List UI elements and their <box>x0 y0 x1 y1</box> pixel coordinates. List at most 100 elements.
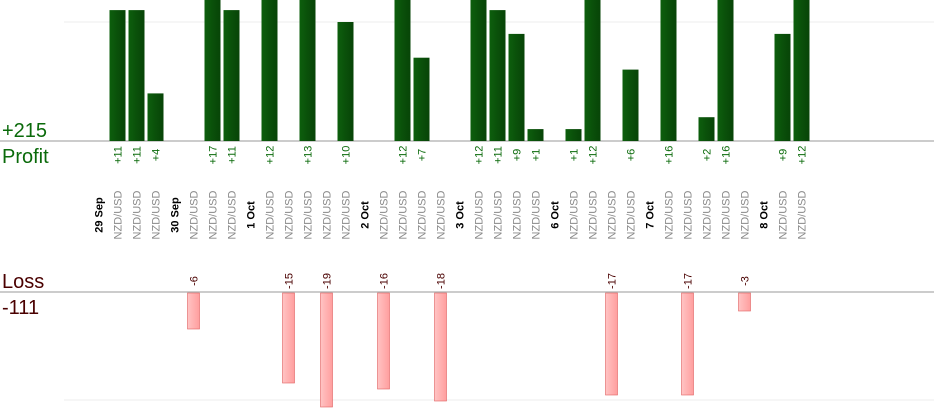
profit-value-label: +11 <box>113 146 125 164</box>
pair-label: NZD/USD <box>683 191 695 240</box>
profit-value-label: +11 <box>227 146 239 164</box>
pair-label: NZD/USD <box>379 191 391 240</box>
profit-bar <box>204 0 221 142</box>
profit-value-label: +12 <box>797 146 809 165</box>
profit-bar <box>622 69 639 141</box>
date-label: 1 Oct <box>246 201 258 229</box>
pair-label: NZD/USD <box>664 191 676 240</box>
pair-label: NZD/USD <box>607 191 619 240</box>
date-label: 6 Oct <box>550 201 562 229</box>
profit-bar <box>394 0 411 142</box>
profit-value-label: +1 <box>531 149 543 162</box>
pair-label: NZD/USD <box>322 191 334 240</box>
profit-bar <box>565 129 582 141</box>
loss-bar <box>187 292 200 330</box>
loss-bar <box>320 292 333 408</box>
profit-bar <box>527 129 544 141</box>
profit-value-label: +10 <box>341 146 353 165</box>
profit-value-label: +12 <box>265 146 277 165</box>
category-labels: 29 Sep NZD/USD NZD/USD NZD/USD 30 Sep NZD/USD… <box>94 191 809 240</box>
profit-value-label: +2 <box>702 149 714 162</box>
profit-bar <box>337 22 354 141</box>
pair-label: NZD/USD <box>227 191 239 240</box>
pair-label: NZD/USD <box>721 191 733 240</box>
profit-value-label: +13 <box>303 146 315 165</box>
pair-label: NZD/USD <box>797 191 809 240</box>
profit-value-label: +16 <box>664 146 676 165</box>
pair-label: NZD/USD <box>265 191 277 240</box>
profit-value-label: +9 <box>512 149 524 162</box>
pair-label: NZD/USD <box>113 191 125 240</box>
profit-value-label: +4 <box>151 149 163 162</box>
profit-value-label: +16 <box>721 146 733 165</box>
profit-value-label: +11 <box>493 146 505 164</box>
profit-bar <box>698 117 715 141</box>
profit-bar <box>508 33 525 141</box>
date-label: 29 Sep <box>94 197 106 233</box>
loss-total: -111 <box>2 297 39 319</box>
profit-bar <box>413 57 430 142</box>
profit-value-label: +11 <box>132 146 144 164</box>
profit-value-label: +9 <box>778 149 790 162</box>
profit-value-label: +1 <box>569 149 581 162</box>
loss-bar <box>605 292 618 396</box>
profit-value-label: +6 <box>626 149 638 162</box>
date-label: 3 Oct <box>455 201 467 229</box>
pair-label: NZD/USD <box>512 191 524 240</box>
profit-total: +215 <box>2 120 47 142</box>
pair-label: NZD/USD <box>303 191 315 240</box>
profit-bars: +11 +11 +4 +17 +11 +12 +13 +10 +12 +7 +12 +11 +9 +1 +1… <box>109 0 810 165</box>
loss-value-label: -17 <box>607 273 619 289</box>
loss-bar <box>377 292 390 390</box>
loss-value-label: -19 <box>322 273 334 289</box>
pair-label: NZD/USD <box>588 191 600 240</box>
pair-label: NZD/USD <box>284 191 296 240</box>
pair-label: NZD/USD <box>474 191 486 240</box>
date-label: 8 Oct <box>759 201 771 229</box>
pair-label: NZD/USD <box>132 191 144 240</box>
pair-label: NZD/USD <box>569 191 581 240</box>
profit-bar <box>584 0 601 142</box>
profit-bar <box>489 10 506 141</box>
profit-bar <box>774 33 791 141</box>
pair-label: NZD/USD <box>626 191 638 240</box>
profit-bar <box>470 0 487 142</box>
loss-value-label: -17 <box>683 273 695 289</box>
loss-value-label: -18 <box>436 273 448 289</box>
profit-bar <box>223 10 240 141</box>
loss-value-label: -16 <box>379 273 391 289</box>
profit-bar <box>147 93 164 141</box>
loss-bar <box>434 292 447 402</box>
pair-label: NZD/USD <box>436 191 448 240</box>
loss-bar <box>282 292 295 384</box>
pair-label: NZD/USD <box>189 191 201 240</box>
pair-label: NZD/USD <box>208 191 220 240</box>
profit-bar <box>717 0 734 141</box>
loss-bar <box>681 292 694 396</box>
profit-title: Profit <box>2 146 49 168</box>
profit-value-label: +17 <box>208 146 220 165</box>
profit-bar <box>299 0 316 141</box>
pair-label: NZD/USD <box>740 191 752 240</box>
date-label: 30 Sep <box>170 197 182 233</box>
pair-label: NZD/USD <box>151 191 163 240</box>
loss-value-label: -15 <box>284 273 296 289</box>
pair-label: NZD/USD <box>531 191 543 240</box>
profit-bar <box>793 0 810 142</box>
pair-label: NZD/USD <box>398 191 410 240</box>
date-label: 7 Oct <box>645 201 657 229</box>
profit-value-label: +12 <box>588 146 600 165</box>
profit-bar <box>261 0 278 142</box>
pair-label: NZD/USD <box>702 191 714 240</box>
profit-bar <box>660 0 677 141</box>
loss-title: Loss <box>2 271 44 293</box>
pair-label: NZD/USD <box>341 191 353 240</box>
profit-value-label: +7 <box>417 149 429 162</box>
profit-bar <box>128 10 145 141</box>
profit-bar <box>109 10 126 141</box>
loss-value-label: -6 <box>189 276 201 286</box>
loss-value-label: -3 <box>740 276 752 286</box>
loss-bar <box>738 292 751 312</box>
pair-label: NZD/USD <box>778 191 790 240</box>
